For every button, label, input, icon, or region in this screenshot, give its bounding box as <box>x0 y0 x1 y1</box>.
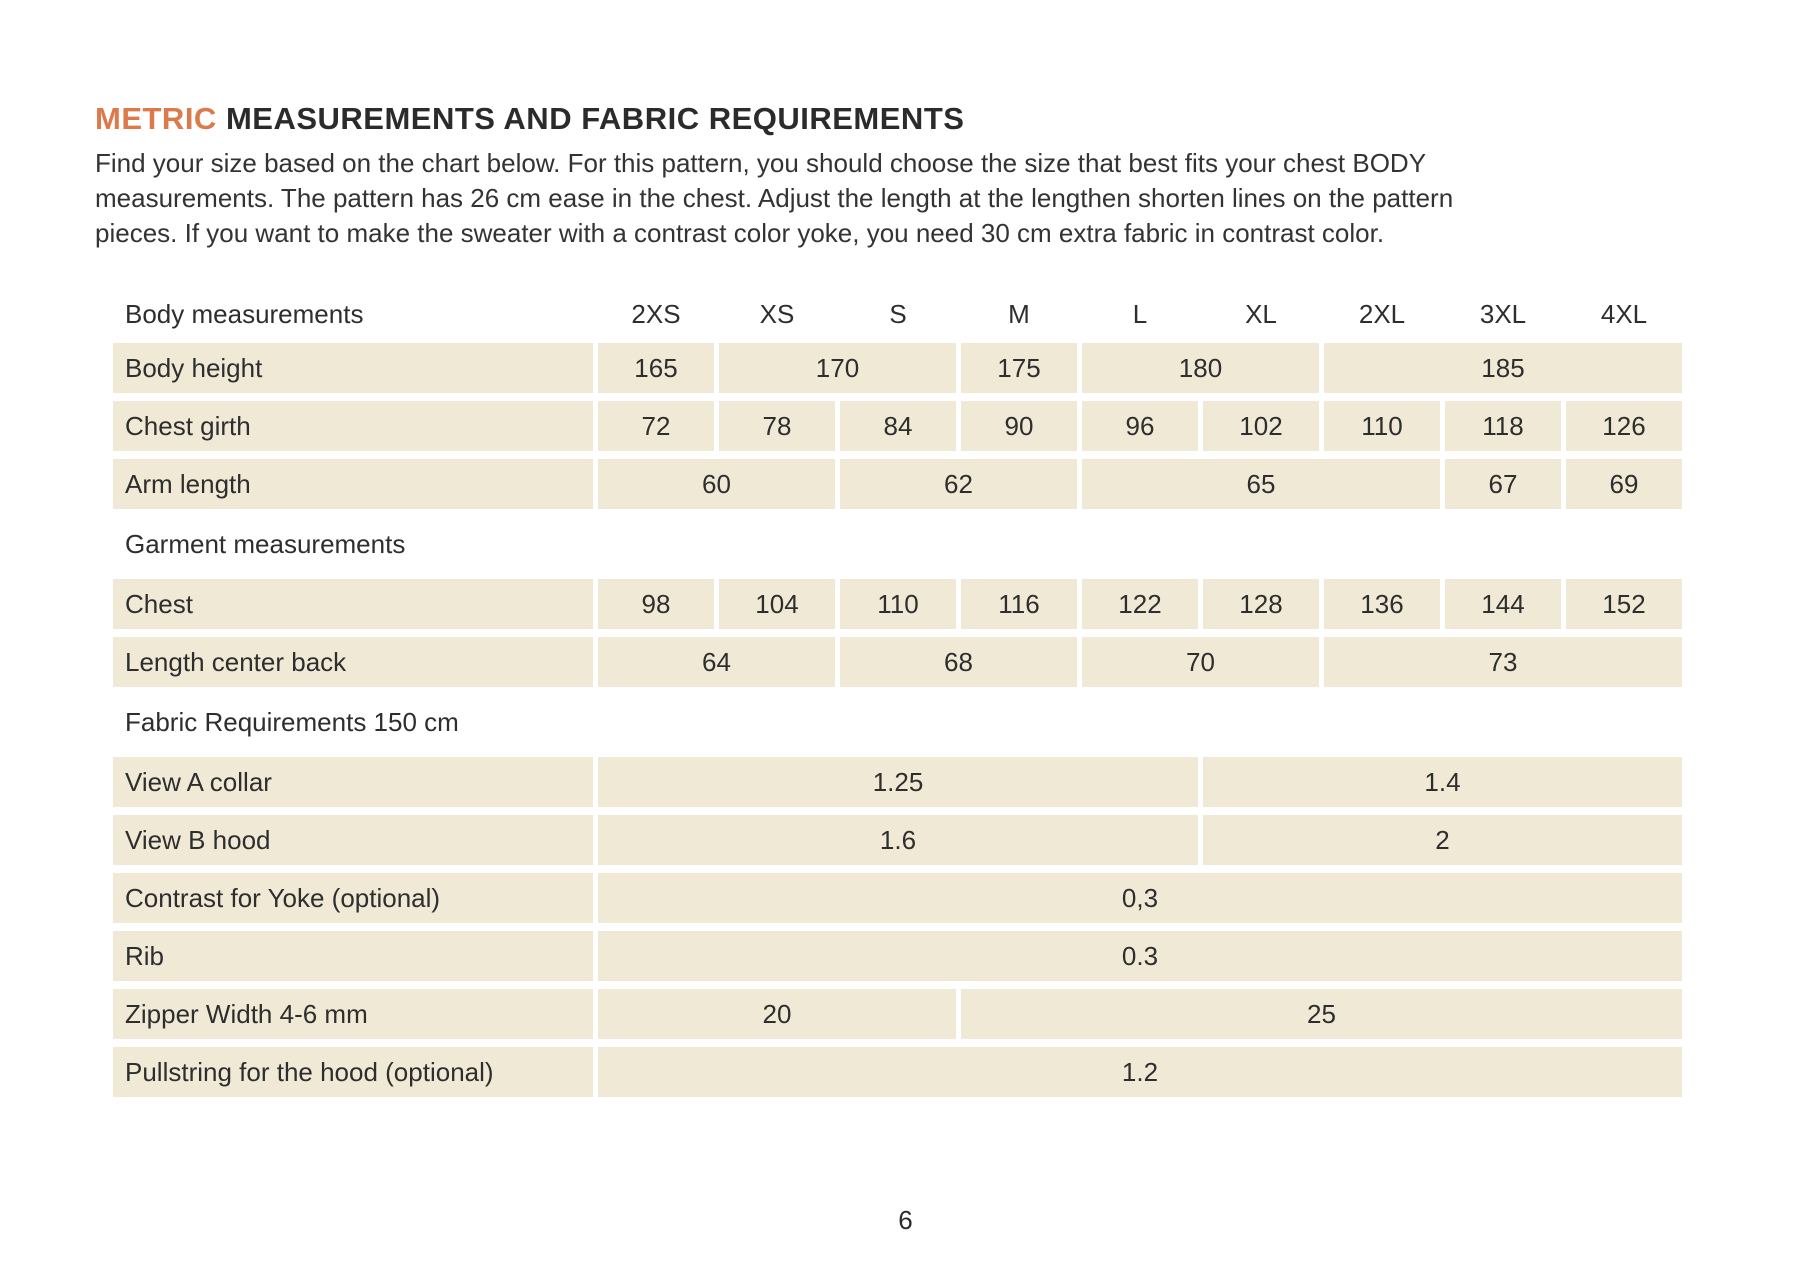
measurement-cell: 69 <box>1566 459 1682 509</box>
table-row: Pullstring for the hood (optional) 1.2 <box>113 1047 1682 1097</box>
measurement-cell: 1.6 <box>598 815 1198 865</box>
measurement-cell: 70 <box>1082 637 1319 687</box>
row-label: Pullstring for the hood (optional) <box>113 1047 593 1097</box>
table-corner-label: Body measurements <box>125 298 364 329</box>
table-row: Zipper Width 4-6 mm 20 25 <box>113 989 1682 1039</box>
size-column-header: 4XL <box>1600 298 1648 329</box>
measurement-cell: 67 <box>1445 459 1561 509</box>
table-row: Body height 165 170 175 180 185 <box>113 343 1682 393</box>
page-title-rest: MEASUREMENTS AND FABRIC REQUIREMENTS <box>216 101 965 136</box>
measurement-cell: 72 <box>598 401 714 451</box>
measurement-cell: 110 <box>1324 401 1440 451</box>
measurement-cell: 128 <box>1203 579 1319 629</box>
measurements-table: Body measurements 2XS XS S M L XL 2XL 3XL 4XL Body… <box>108 285 1687 1105</box>
measurements-table-body: Body measurements 2XS XS S M L XL 2XL 3XL 4XL Body… <box>113 293 1682 1097</box>
table-row: Chest 98 104 110 116 122 128 136 144 152 <box>113 579 1682 629</box>
size-column-header: L <box>1132 298 1148 329</box>
measurement-cell: 165 <box>598 343 714 393</box>
size-header-row: Body measurements 2XS XS S M L XL 2XL 3XL 4XL <box>113 293 1682 335</box>
row-label: View B hood <box>113 815 593 865</box>
row-label: Length center back <box>113 637 593 687</box>
measurement-cell: 180 <box>1082 343 1319 393</box>
measurement-cell: 68 <box>840 637 1077 687</box>
measurement-cell: 170 <box>719 343 956 393</box>
page-title: METRIC MEASUREMENTS AND FABRIC REQUIREME… <box>95 103 1800 134</box>
measurement-cell: 118 <box>1445 401 1561 451</box>
row-label: Contrast for Yoke (optional) <box>113 873 593 923</box>
measurement-cell: 60 <box>598 459 835 509</box>
measurement-cell: 104 <box>719 579 835 629</box>
measurement-cell: 144 <box>1445 579 1561 629</box>
size-column-header: XS <box>759 298 795 329</box>
row-label: Rib <box>113 931 593 981</box>
table-row: Length center back 64 68 70 73 <box>113 637 1682 687</box>
size-column-header: 3XL <box>1479 298 1527 329</box>
intro-line: pieces. If you want to make the sweater … <box>95 218 1385 248</box>
measurement-cell: 0.3 <box>598 931 1682 981</box>
measurement-cell: 20 <box>598 989 956 1039</box>
size-column-header: 2XS <box>631 298 681 329</box>
size-column-header: M <box>1008 298 1030 329</box>
document-page: METRIC MEASUREMENTS AND FABRIC REQUIREME… <box>95 103 1800 1235</box>
row-label: View A collar <box>113 757 593 807</box>
measurement-cell: 84 <box>840 401 956 451</box>
table-row: View A collar 1.25 1.4 <box>113 757 1682 807</box>
row-label: Chest <box>113 579 593 629</box>
measurement-cell: 25 <box>961 989 1682 1039</box>
table-row: Arm length 60 62 65 67 69 <box>113 459 1682 509</box>
table-row: Rib 0.3 <box>113 931 1682 981</box>
section-row: Fabric Requirements 150 cm <box>113 695 1682 749</box>
page-title-highlight: METRIC <box>95 101 217 136</box>
intro-paragraph: Find your size based on the chart below.… <box>95 146 1800 251</box>
size-column-header: 2XL <box>1358 298 1406 329</box>
size-column-header: XL <box>1245 298 1277 329</box>
row-label: Arm length <box>113 459 593 509</box>
intro-line: Find your size based on the chart below.… <box>95 148 1427 178</box>
measurement-cell: 96 <box>1082 401 1198 451</box>
measurement-cell: 62 <box>840 459 1077 509</box>
measurement-cell: 1.25 <box>598 757 1198 807</box>
measurement-cell: 185 <box>1324 343 1682 393</box>
measurement-cell: 126 <box>1566 401 1682 451</box>
measurement-cell: 122 <box>1082 579 1198 629</box>
row-label: Zipper Width 4-6 mm <box>113 989 593 1039</box>
measurement-cell: 0,3 <box>598 873 1682 923</box>
table-row: Chest girth 72 78 84 90 96 102 110 118 126 <box>113 401 1682 451</box>
page-number: 6 <box>898 1205 913 1235</box>
measurement-cell: 64 <box>598 637 835 687</box>
measurement-cell: 1.2 <box>598 1047 1682 1097</box>
measurement-cell: 110 <box>840 579 956 629</box>
measurement-cell: 136 <box>1324 579 1440 629</box>
measurement-cell: 116 <box>961 579 1077 629</box>
measurement-cell: 98 <box>598 579 714 629</box>
size-column-header: S <box>889 298 907 329</box>
section-title: Garment measurements <box>125 528 406 559</box>
measurement-cell: 78 <box>719 401 835 451</box>
measurement-cell: 152 <box>1566 579 1682 629</box>
intro-line: measurements. The pattern has 26 cm ease… <box>95 183 1454 213</box>
section-title: Fabric Requirements 150 cm <box>125 706 459 737</box>
table-row: View B hood 1.6 2 <box>113 815 1682 865</box>
measurement-cell: 90 <box>961 401 1077 451</box>
table-row: Contrast for Yoke (optional) 0,3 <box>113 873 1682 923</box>
measurement-cell: 102 <box>1203 401 1319 451</box>
measurement-cell: 65 <box>1082 459 1440 509</box>
measurement-cell: 2 <box>1203 815 1682 865</box>
measurement-cell: 1.4 <box>1203 757 1682 807</box>
measurement-cell: 73 <box>1324 637 1682 687</box>
measurement-cell: 175 <box>961 343 1077 393</box>
row-label: Chest girth <box>113 401 593 451</box>
section-row: Garment measurements <box>113 517 1682 571</box>
row-label: Body height <box>113 343 593 393</box>
